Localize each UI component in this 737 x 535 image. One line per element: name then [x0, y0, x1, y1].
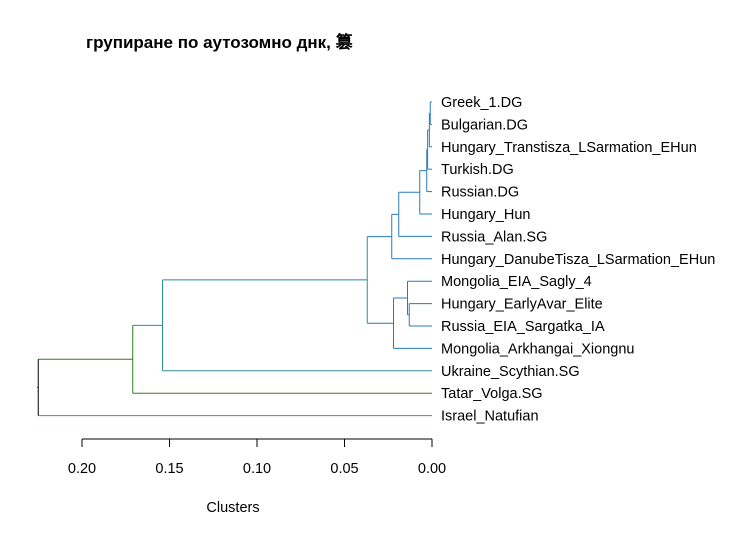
leaf-label: Hungary_DanubeTisza_LSarmation_EHun: [441, 252, 715, 268]
leaf-label: Russian.DG: [441, 185, 519, 201]
x-tick-label: 0.05: [330, 461, 358, 477]
leaf-label: Turkish.DG: [441, 162, 514, 178]
leaf-label: Hungary_Transtisza_LSarmation_EHun: [441, 140, 697, 156]
leaf-label: Hungary_Hun: [441, 207, 530, 223]
leaf-label: Tatar_Volga.SG: [441, 386, 543, 402]
dendrogram-links: [37, 101, 432, 417]
x-tick-label: 0.15: [155, 461, 183, 477]
x-tick-label: 0.10: [243, 461, 271, 477]
leaf-label: Russia_Alan.SG: [441, 229, 547, 245]
x-tick-label: 0.20: [68, 461, 96, 477]
x-axis-title: Clusters: [206, 500, 259, 516]
leaf-label: Bulgarian.DG: [441, 117, 528, 133]
leaf-labels: Greek_1.DG Bulgarian.DG Hungary_Transtisza…: [441, 95, 715, 425]
leaf-label: Greek_1.DG: [441, 95, 522, 111]
x-axis: 0.20 0.15 0.10 0.05 0.00: [68, 438, 446, 477]
leaf-label: Russia_EIA_Sargatka_IA: [441, 319, 605, 335]
chart-title: групиране по аутозомно днк, 篡: [86, 32, 353, 52]
leaf-label: Mongolia_Arkhangai_Xiongnu: [441, 341, 634, 357]
leaf-label: Ukraine_Scythian.SG: [441, 364, 580, 380]
leaf-label: Israel_Natufian: [441, 409, 539, 425]
leaf-label: Hungary_EarlyAvar_Elite: [441, 297, 603, 313]
leaf-label: Mongolia_EIA_Sagly_4: [441, 274, 592, 290]
x-tick-label: 0.00: [418, 461, 446, 477]
